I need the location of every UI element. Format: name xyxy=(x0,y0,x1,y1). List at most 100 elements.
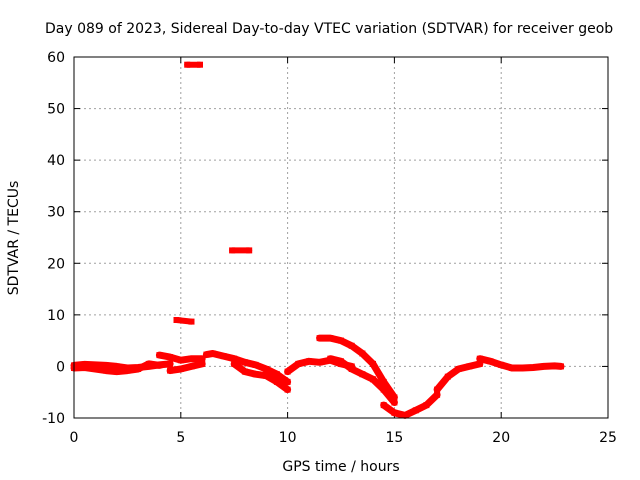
data-point xyxy=(167,360,174,367)
data-point xyxy=(203,351,210,358)
data-point xyxy=(231,355,238,362)
data-point xyxy=(412,407,419,414)
data-point xyxy=(327,355,334,362)
data-point xyxy=(519,365,526,371)
chart-title: Day 089 of 2023, Sidereal Day-to-day VTE… xyxy=(45,21,613,37)
data-point xyxy=(295,360,302,367)
data-point xyxy=(209,350,216,357)
data-point xyxy=(173,317,180,323)
y-axis-label: SDTVAR / TECUs xyxy=(6,181,22,296)
data-point xyxy=(380,378,387,385)
data-point xyxy=(476,355,483,362)
y-tick-label: 60 xyxy=(47,50,65,66)
data-point xyxy=(327,335,334,342)
data-point xyxy=(284,386,291,393)
data-point xyxy=(177,357,184,364)
data-point xyxy=(284,378,291,385)
data-point xyxy=(455,366,462,372)
data-point xyxy=(402,412,409,419)
x-axis-label: GPS time / hours xyxy=(282,459,399,475)
y-tick-label: 30 xyxy=(47,205,65,221)
data-point xyxy=(81,364,88,371)
data-point xyxy=(188,318,195,325)
data-point xyxy=(220,353,227,360)
data-point xyxy=(391,399,398,406)
data-point xyxy=(359,350,366,357)
data-point xyxy=(434,391,441,398)
x-tick-label: 25 xyxy=(599,430,617,446)
series-line-5h-dip xyxy=(166,360,206,375)
data-point xyxy=(508,365,515,371)
data-point xyxy=(338,358,344,365)
data-point xyxy=(103,367,109,374)
data-point xyxy=(558,363,564,370)
x-tick-label: 0 xyxy=(70,430,79,446)
data-point xyxy=(252,361,259,368)
data-point xyxy=(241,359,248,366)
data-point xyxy=(284,368,291,375)
data-point xyxy=(273,371,280,378)
data-point xyxy=(348,342,355,349)
data-point xyxy=(498,361,505,368)
y-tick-label: 0 xyxy=(56,359,65,375)
data-point xyxy=(380,402,387,409)
data-point xyxy=(370,376,376,383)
y-tick-label: 50 xyxy=(47,102,65,118)
data-series xyxy=(70,61,565,419)
ticks: 0 5 10 15 20 25 -10 0 10 20 30 40 50 60 xyxy=(42,50,617,446)
data-point xyxy=(241,368,248,375)
data-point xyxy=(252,371,259,378)
data-point xyxy=(113,363,120,370)
x-tick-label: 15 xyxy=(385,430,403,446)
data-point xyxy=(167,354,174,361)
data-point xyxy=(359,371,366,378)
data-point xyxy=(476,360,483,367)
x-tick-label: 10 xyxy=(279,430,297,446)
data-point xyxy=(156,352,163,359)
data-point xyxy=(92,361,99,368)
data-point xyxy=(434,386,441,393)
data-point xyxy=(229,247,236,254)
data-point xyxy=(124,367,131,374)
data-point xyxy=(199,360,206,367)
data-point xyxy=(273,378,280,385)
data-point xyxy=(199,355,206,362)
data-point xyxy=(466,363,473,370)
data-point xyxy=(316,359,323,366)
data-point xyxy=(540,363,547,370)
data-point xyxy=(551,362,558,369)
data-point xyxy=(177,366,184,372)
data-point xyxy=(188,363,195,370)
data-point xyxy=(263,372,270,379)
plot-frame xyxy=(73,56,609,419)
data-point xyxy=(348,366,355,372)
data-point xyxy=(92,366,99,372)
data-point xyxy=(113,368,120,375)
x-tick-label: 5 xyxy=(176,430,185,446)
data-point xyxy=(231,360,238,367)
data-point xyxy=(197,61,203,68)
data-point xyxy=(263,366,270,372)
data-point xyxy=(167,367,174,374)
data-point xyxy=(306,358,312,365)
data-point xyxy=(135,366,142,372)
data-point xyxy=(338,337,344,344)
data-point xyxy=(391,409,398,416)
data-point xyxy=(423,402,430,409)
y-tick-label: 10 xyxy=(47,308,65,324)
y-tick-label: 40 xyxy=(47,153,65,169)
data-point xyxy=(156,362,163,369)
data-point xyxy=(380,386,387,393)
data-point xyxy=(316,335,323,342)
data-point xyxy=(188,355,195,362)
y-tick-label: 20 xyxy=(47,256,65,272)
data-point xyxy=(370,360,376,367)
data-point xyxy=(184,61,191,68)
data-point xyxy=(444,373,451,380)
data-point xyxy=(530,364,537,371)
y-tick-label: -10 xyxy=(42,411,65,427)
x-tick-label: 20 xyxy=(492,430,510,446)
data-point xyxy=(246,247,253,254)
data-point xyxy=(103,362,109,369)
